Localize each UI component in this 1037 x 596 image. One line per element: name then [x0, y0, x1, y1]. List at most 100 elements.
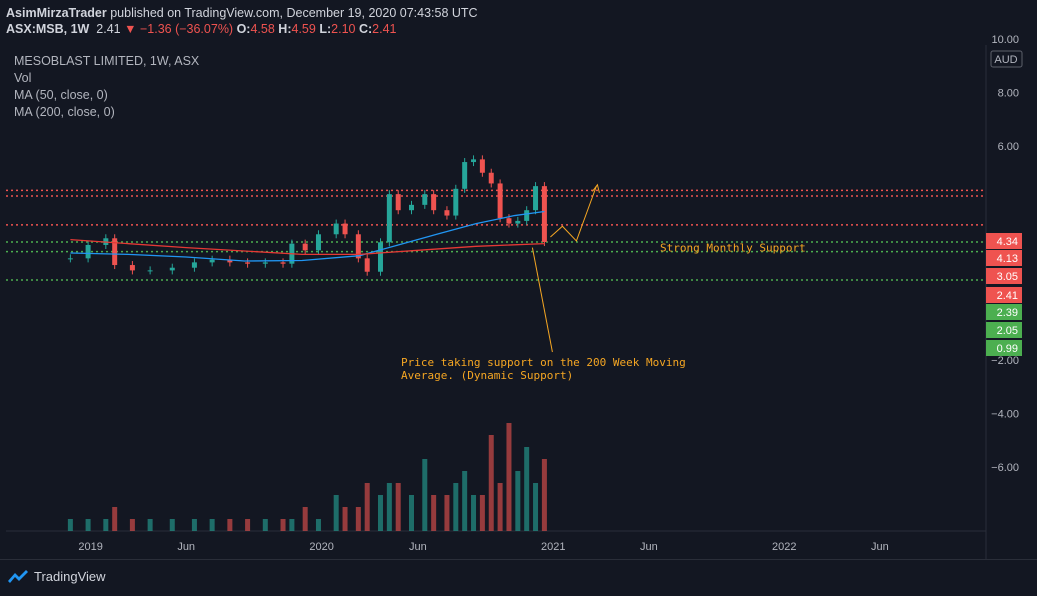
candle-body: [333, 223, 339, 235]
footer-brand: TradingView: [34, 568, 106, 584]
note-text-line: Price taking support on the 200 Week Mov…: [401, 356, 686, 369]
volume-bar: [386, 483, 392, 531]
volume-bar: [147, 519, 153, 531]
volume-bar: [112, 507, 118, 531]
volume-bar: [377, 495, 383, 531]
volume-bar: [453, 483, 459, 531]
legend-ma200[interactable]: MA (200, close, 0): [14, 105, 115, 119]
candle-body: [85, 244, 91, 259]
support-label: Strong Monthly Support: [660, 242, 806, 255]
author-name[interactable]: AsimMirzaTrader: [6, 6, 107, 20]
open-value: 4.58: [250, 22, 275, 36]
volume-bar: [245, 519, 251, 531]
candle-body: [315, 234, 321, 251]
ohlc-line: ASX:MSB, 1W 2.41 ▼ −1.36 (−36.07%) O:4.5…: [6, 21, 478, 37]
price-tag-label: 4.13: [997, 253, 1018, 265]
x-tick-label: Jun: [409, 541, 427, 553]
volume-bar: [209, 519, 215, 531]
x-tick-label: 2021: [541, 541, 565, 553]
candle-body: [169, 267, 175, 271]
volume-bar: [342, 507, 348, 531]
candle-body: [67, 258, 73, 260]
x-tick-label: Jun: [640, 541, 658, 553]
low-value: 2.10: [331, 22, 356, 36]
price-tag-label: 2.05: [997, 325, 1018, 337]
volume-bar: [488, 435, 494, 531]
volume-bar: [541, 459, 547, 531]
x-tick-label: 2020: [309, 541, 333, 553]
price-tag: [986, 233, 1022, 249]
note-pointer-arrow: [531, 247, 553, 353]
volume-bar: [302, 507, 308, 531]
volume-bar: [315, 519, 321, 531]
candle-body: [245, 262, 251, 264]
candle-body: [262, 262, 268, 264]
legend-volume[interactable]: Vol: [14, 71, 32, 85]
publish-header: AsimMirzaTrader published on TradingView…: [6, 5, 478, 37]
candle-body: [409, 204, 415, 211]
ma200-line: [70, 238, 545, 255]
candle-body: [386, 194, 392, 243]
price-tag: [986, 287, 1022, 303]
volume-bar: [431, 495, 437, 531]
candle-body: [227, 259, 233, 263]
volume-bar: [409, 495, 415, 531]
volume-bar: [395, 483, 401, 531]
y-tick-label: −2.00: [991, 355, 1019, 367]
x-tick-label: 2019: [78, 541, 102, 553]
x-tick-label: Jun: [871, 541, 889, 553]
volume-bar: [67, 519, 73, 531]
candle-body: [422, 194, 428, 205]
volume-bar: [333, 495, 339, 531]
candle-body: [444, 210, 450, 216]
low-label: L:: [319, 22, 332, 36]
candle-body: [453, 188, 459, 216]
tradingview-footer[interactable]: TradingView: [6, 568, 106, 584]
candle-body: [479, 159, 485, 173]
volume-bar: [280, 519, 286, 531]
volume-bar: [103, 519, 109, 531]
candle-body: [302, 243, 308, 251]
y-tick-label: 10.00: [991, 34, 1019, 46]
arrow-head-icon: [592, 183, 600, 193]
volume-bar: [355, 507, 361, 531]
volume-bar: [129, 519, 135, 531]
candle-body: [524, 210, 530, 221]
y-tick-label: −4.00: [991, 409, 1019, 421]
volume-bar: [289, 519, 295, 531]
volume-bar: [227, 519, 233, 531]
candle-body: [431, 194, 437, 211]
volume-bar: [471, 495, 477, 531]
y-tick-label: −6.00: [991, 462, 1019, 474]
publish-line: AsimMirzaTrader published on TradingView…: [6, 5, 478, 21]
legend-ma50[interactable]: MA (50, close, 0): [14, 88, 108, 102]
volume-bar: [85, 519, 91, 531]
projection-arrow: [550, 185, 597, 242]
y-tick-label: 8.00: [998, 88, 1019, 100]
volume-bar: [191, 519, 197, 531]
plot-area: [6, 45, 986, 531]
candle-body: [342, 223, 348, 235]
ma50-line: [70, 210, 545, 262]
volume-bar: [479, 495, 485, 531]
volume-bar: [515, 471, 521, 531]
price-tag: [986, 304, 1022, 320]
volume-bar: [524, 447, 530, 531]
volume-bar: [497, 483, 503, 531]
price-tag-label: 2.41: [997, 290, 1018, 302]
chart-legend: MESOBLAST LIMITED, 1W, ASX Vol MA (50, c…: [14, 53, 199, 121]
volume-bar: [533, 483, 539, 531]
note-text-line: Average. (Dynamic Support): [401, 369, 573, 382]
volume-bar: [462, 471, 468, 531]
legend-title[interactable]: MESOBLAST LIMITED, 1W, ASX: [14, 54, 200, 68]
candle-body: [488, 172, 494, 184]
candle-body: [471, 159, 477, 163]
y-tick-label: 6.00: [998, 141, 1019, 153]
price-tag: [986, 268, 1022, 284]
x-tick-label: Jun: [177, 541, 195, 553]
footer-divider: [0, 559, 1037, 560]
price-change: ▼ −1.36 (−36.07%): [124, 22, 234, 36]
candle-body: [364, 258, 370, 272]
candle-body: [497, 183, 503, 219]
